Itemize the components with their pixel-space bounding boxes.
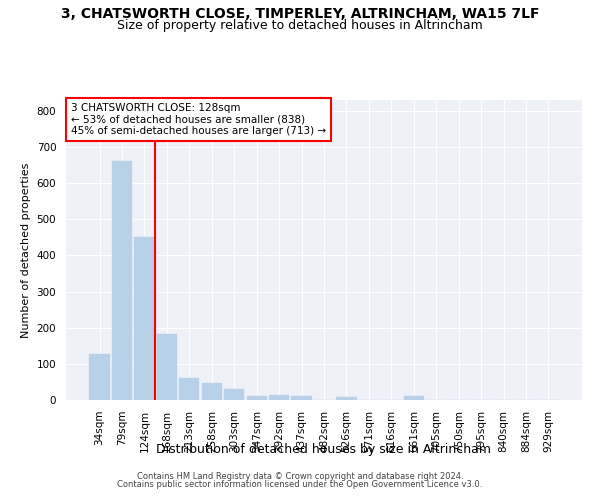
Y-axis label: Number of detached properties: Number of detached properties xyxy=(21,162,31,338)
Bar xyxy=(337,398,356,400)
Bar xyxy=(292,396,311,400)
Bar xyxy=(269,394,289,400)
Bar xyxy=(247,396,267,400)
Bar xyxy=(179,378,199,400)
Text: Contains public sector information licensed under the Open Government Licence v3: Contains public sector information licen… xyxy=(118,480,482,489)
Bar xyxy=(157,334,177,400)
Bar xyxy=(224,389,244,400)
Bar xyxy=(404,396,424,400)
Text: Distribution of detached houses by size in Altrincham: Distribution of detached houses by size … xyxy=(157,442,491,456)
Bar xyxy=(202,383,222,400)
Text: Contains HM Land Registry data © Crown copyright and database right 2024.: Contains HM Land Registry data © Crown c… xyxy=(137,472,463,481)
Bar xyxy=(112,162,132,400)
Bar xyxy=(134,236,155,400)
Bar xyxy=(89,354,110,400)
Text: 3 CHATSWORTH CLOSE: 128sqm
← 53% of detached houses are smaller (838)
45% of sem: 3 CHATSWORTH CLOSE: 128sqm ← 53% of deta… xyxy=(71,103,326,136)
Text: Size of property relative to detached houses in Altrincham: Size of property relative to detached ho… xyxy=(117,18,483,32)
Text: 3, CHATSWORTH CLOSE, TIMPERLEY, ALTRINCHAM, WA15 7LF: 3, CHATSWORTH CLOSE, TIMPERLEY, ALTRINCH… xyxy=(61,8,539,22)
